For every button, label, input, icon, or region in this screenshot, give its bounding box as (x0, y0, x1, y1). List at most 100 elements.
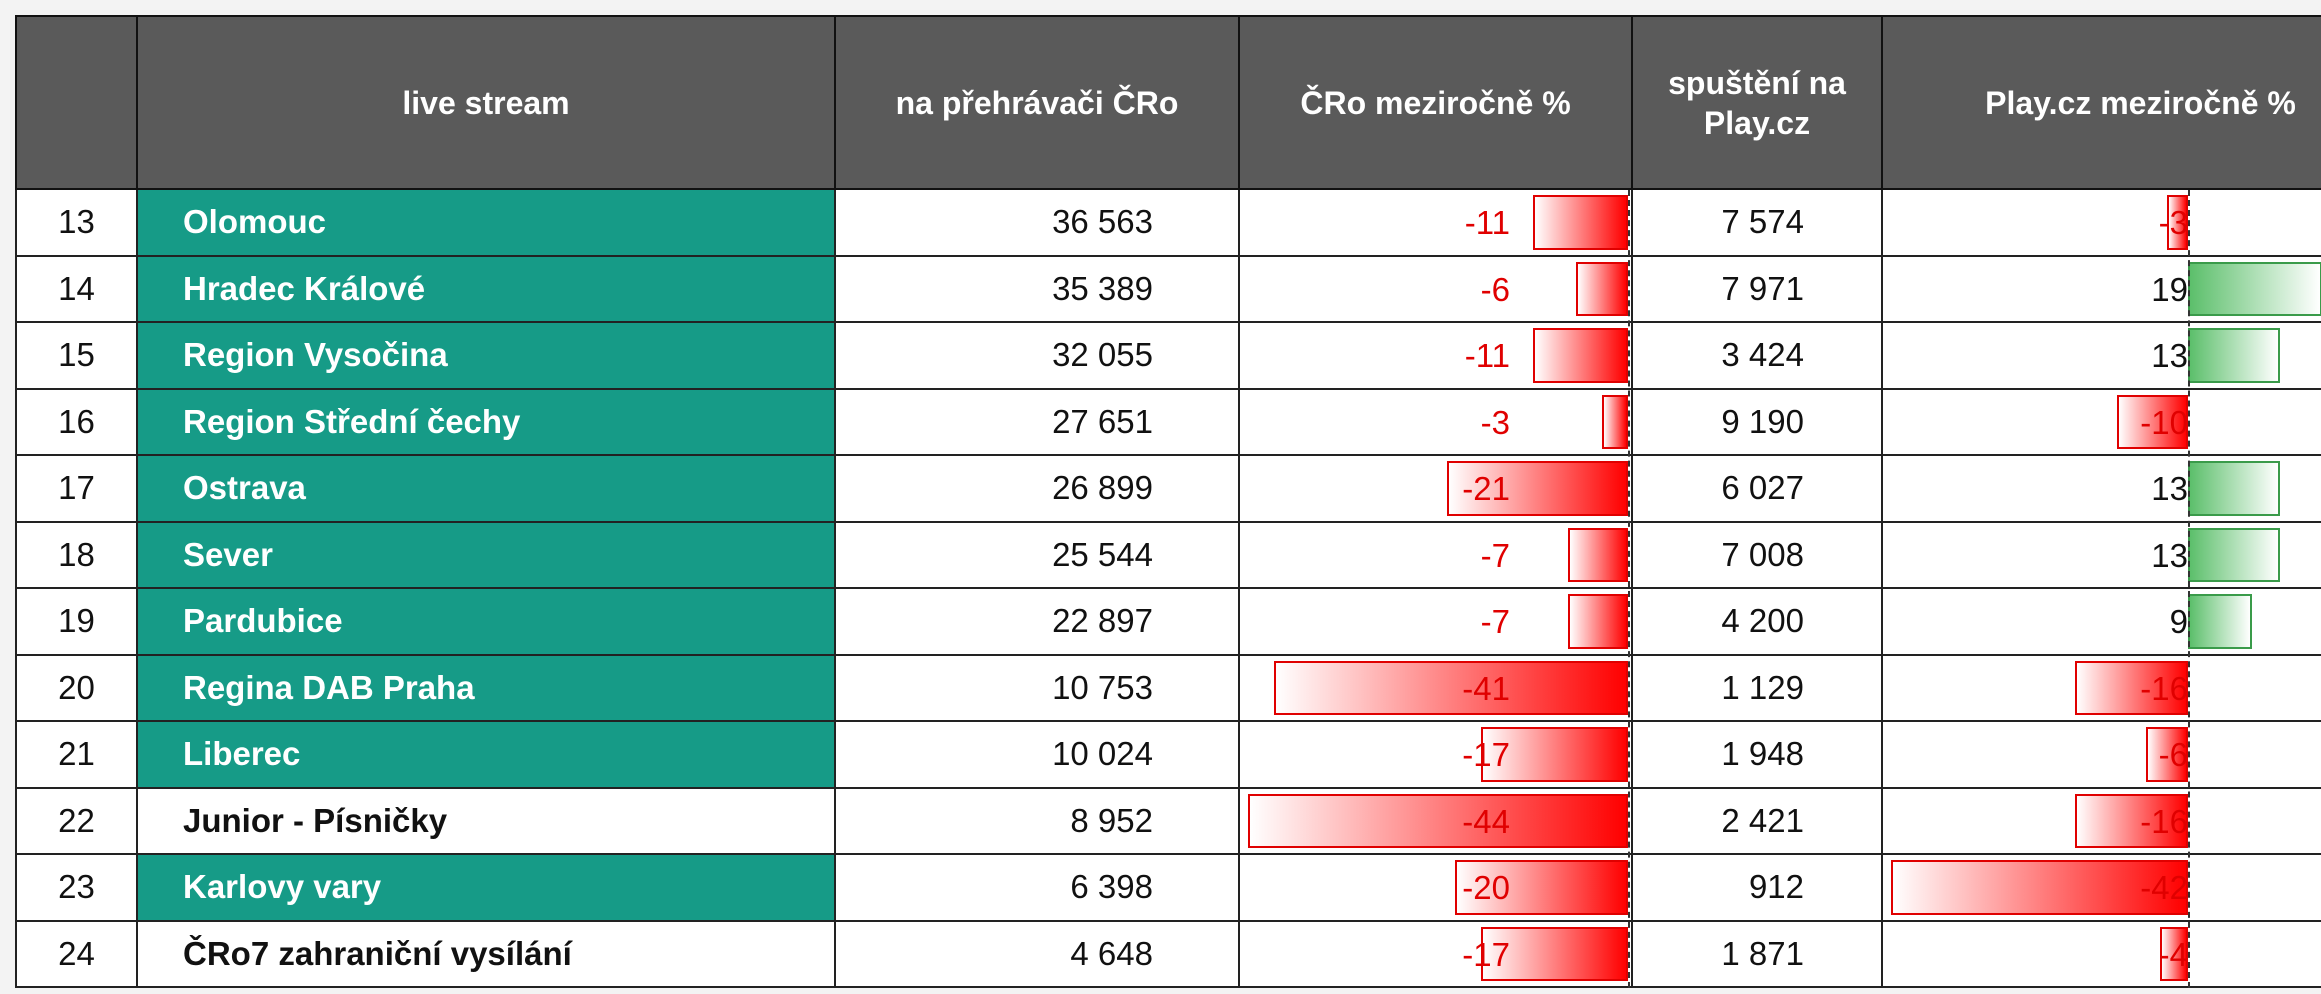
cro-count: 32 055 (836, 323, 1240, 390)
row-index: 21 (15, 722, 138, 789)
cro-count: 10 753 (836, 655, 1240, 722)
play-count: 912 (1633, 855, 1883, 922)
percent-label: -21 (1462, 470, 1510, 508)
cro-yoy-cell (1240, 389, 1633, 456)
percent-label: -10 (2140, 403, 2188, 441)
cro-count: 36 563 (836, 190, 1240, 257)
station-name: Sever (138, 522, 836, 589)
play-yoy-cell (1883, 389, 2321, 456)
row-index: 15 (15, 323, 138, 390)
percent-label: -7 (1480, 603, 1510, 641)
station-name: Ostrava (138, 456, 836, 523)
play-count: 4 200 (1633, 589, 1883, 656)
data-bar (2159, 926, 2188, 981)
percent-label: -44 (1462, 802, 1510, 840)
percent-label: -41 (1462, 669, 1510, 707)
data-bar (1567, 594, 1628, 649)
percent-label: 13 (2151, 337, 2188, 375)
zero-axis (2188, 190, 2190, 988)
cro-count: 25 544 (836, 522, 1240, 589)
play-yoy-cell (1883, 921, 2321, 988)
data-bar (2188, 261, 2321, 316)
row-index: 22 (15, 788, 138, 855)
play-count: 3 424 (1633, 323, 1883, 390)
row-index: 17 (15, 456, 138, 523)
percent-label: 13 (2151, 470, 2188, 508)
header-cell: ČRo meziročně % (1240, 15, 1633, 190)
percent-label: -11 (1464, 337, 1510, 375)
play-count: 7 574 (1633, 190, 1883, 257)
play-count: 1 129 (1633, 655, 1883, 722)
percent-label: -7 (1480, 536, 1510, 574)
play-yoy-cell (1883, 722, 2321, 789)
play-count: 9 190 (1633, 389, 1883, 456)
data-bar (2188, 461, 2280, 516)
percent-label: -4 (2158, 935, 2188, 973)
data-bar (1247, 793, 1628, 848)
data-bar (1481, 926, 1628, 981)
data-bar (1273, 660, 1628, 715)
header-cell: spuštění na Play.cz (1633, 15, 1883, 190)
row-index: 14 (15, 256, 138, 323)
play-count: 7 971 (1633, 256, 1883, 323)
header-cell: Play.cz meziročně % (1883, 15, 2321, 190)
cro-count: 6 398 (836, 855, 1240, 922)
percent-label: 19 (2151, 270, 2188, 308)
percent-label: 9 (2169, 603, 2188, 641)
station-name: Pardubice (138, 589, 836, 656)
station-name: Regina DAB Praha (138, 655, 836, 722)
play-count: 1 948 (1633, 722, 1883, 789)
percent-label: -6 (1480, 270, 1510, 308)
data-bar (2188, 594, 2252, 649)
row-index: 13 (15, 190, 138, 257)
data-bar (1602, 394, 1628, 449)
data-bar (2188, 527, 2280, 582)
data-bar (2075, 660, 2188, 715)
row-index: 16 (15, 389, 138, 456)
data-bar (1891, 860, 2188, 915)
data-bar (1567, 527, 1628, 582)
play-count: 6 027 (1633, 456, 1883, 523)
cro-yoy-cell (1240, 256, 1633, 323)
station-name: Hradec Králové (138, 256, 836, 323)
station-name: ČRo7 zahraniční vysílání (138, 921, 836, 988)
percent-label: -42 (2140, 869, 2188, 907)
station-name: Karlovy vary (138, 855, 836, 922)
station-name: Liberec (138, 722, 836, 789)
cro-count: 4 648 (836, 921, 1240, 988)
header-cell: live stream (138, 15, 836, 190)
cro-count: 8 952 (836, 788, 1240, 855)
row-index: 19 (15, 589, 138, 656)
play-yoy-cell (1883, 589, 2321, 656)
percent-label: 13 (2151, 536, 2188, 574)
percent-label: -20 (1462, 869, 1510, 907)
percent-label: -17 (1462, 935, 1510, 973)
percent-label: -17 (1462, 736, 1510, 774)
row-index: 18 (15, 522, 138, 589)
play-yoy-cell (1883, 190, 2321, 257)
percent-label: -3 (2158, 204, 2188, 242)
header-cell: na přehrávači ČRo (836, 15, 1240, 190)
cro-count: 27 651 (836, 389, 1240, 456)
station-name: Region Vysočina (138, 323, 836, 390)
station-name: Olomouc (138, 190, 836, 257)
cro-count: 22 897 (836, 589, 1240, 656)
cro-count: 10 024 (836, 722, 1240, 789)
data-bar (2145, 727, 2188, 782)
percent-label: -16 (2140, 802, 2188, 840)
percent-label: -6 (2158, 736, 2188, 774)
zero-axis (1628, 190, 1630, 988)
play-count: 1 871 (1633, 921, 1883, 988)
play-count: 2 421 (1633, 788, 1883, 855)
data-bar (1532, 195, 1628, 250)
data-bar (2117, 394, 2188, 449)
percent-label: -3 (1480, 403, 1510, 441)
play-count: 7 008 (1633, 522, 1883, 589)
cro-yoy-cell (1240, 589, 1633, 656)
percent-label: -16 (2140, 669, 2188, 707)
data-bar (1455, 860, 1628, 915)
data-bar (2075, 793, 2188, 848)
cro-count: 26 899 (836, 456, 1240, 523)
data-bar (1576, 261, 1628, 316)
